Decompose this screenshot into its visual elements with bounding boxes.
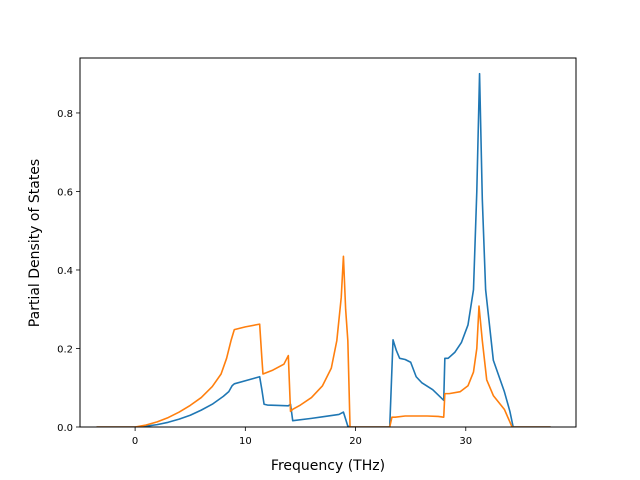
y-tick-label: 0.2 bbox=[57, 344, 73, 355]
plot-area bbox=[96, 72, 551, 427]
x-axis-label: Frequency (THz) bbox=[271, 458, 385, 474]
series-line-1 bbox=[96, 72, 551, 427]
y-tick-label: 0.4 bbox=[57, 266, 73, 277]
axes-frame bbox=[79, 57, 577, 428]
x-tick-label: 30 bbox=[459, 436, 472, 447]
y-tick-label: 0.0 bbox=[57, 423, 73, 434]
x-tick-label: 10 bbox=[239, 436, 252, 447]
y-tick-label: 0.6 bbox=[57, 187, 73, 198]
y-axis: 0.0 0.2 0.4 0.6 0.8 bbox=[57, 109, 80, 434]
x-axis: 0 10 20 30 bbox=[132, 427, 472, 447]
y-axis-label: Partial Density of States bbox=[27, 159, 43, 327]
x-tick-label: 20 bbox=[349, 436, 362, 447]
x-tick-label: 0 bbox=[132, 436, 138, 447]
y-tick-label: 0.8 bbox=[57, 109, 73, 120]
series-line-2 bbox=[96, 255, 551, 427]
